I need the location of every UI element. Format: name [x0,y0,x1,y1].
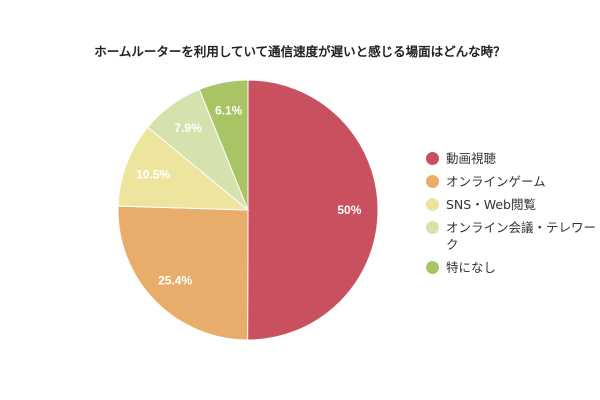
data-label: 50% [337,203,361,217]
pie-slice [247,79,379,341]
data-label: 6.1% [215,103,243,117]
legend-item[interactable]: オンライン会議・テレワーク [426,219,600,253]
legend-item[interactable]: 特になし [426,259,600,276]
legend-item[interactable]: オンラインゲーム [426,173,600,190]
legend-label: SNS・Web閲覧 [446,197,536,212]
pie-slice [198,79,249,211]
legend-swatch [426,198,439,211]
legend-swatch [426,261,439,274]
pie-slice [117,205,249,341]
data-label: 10.5% [136,167,170,181]
data-label: 7.9% [174,121,202,135]
legend-swatch [426,175,439,188]
legend-label: 動画視聴 [446,151,497,166]
legend-swatch [426,221,439,234]
legend-item[interactable]: SNS・Web閲覧 [426,196,600,213]
chart-title: ホームルーターを利用していて通信速度が遅いと感じる場面はどんな時？ [94,44,506,59]
data-label: 25.4% [158,274,192,288]
legend-label: オンラインゲーム [446,174,546,189]
legend-item[interactable]: 動画視聴 [426,150,600,167]
legend-label: オンライン会議・テレワーク [446,220,597,252]
legend: 動画視聴オンラインゲーム SNS・Web閲覧オンライン会議・テレワーク特になし [426,150,600,282]
legend-label: 特になし [446,260,497,275]
legend-swatch [426,152,439,165]
pie-slice [117,126,250,211]
